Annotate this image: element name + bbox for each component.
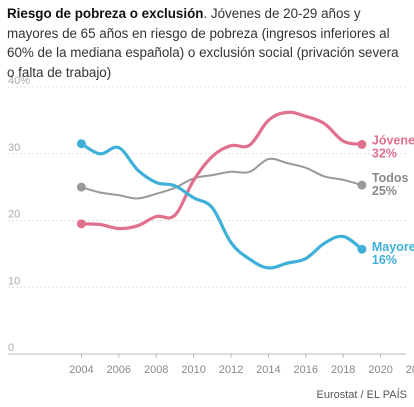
chart-header: Riesgo de pobreza o exclusión. Jóvenes d… (7, 4, 409, 82)
grid (8, 86, 406, 355)
source-credit: Eurostat / EL PAÍS (316, 389, 408, 401)
series-label-jovenes: Jóvenes (372, 133, 414, 147)
series-start-point-jovenes (76, 219, 86, 229)
x-tick-label: 2018 (331, 364, 355, 376)
x-tick-label: 2012 (219, 364, 243, 376)
series-label-mayores: Mayores (372, 240, 414, 254)
x-tick-label: 2010 (181, 364, 205, 376)
x-tick-label: 2022 (406, 364, 414, 376)
series-start-point-mayores (76, 139, 86, 149)
x-tick-label: 2014 (256, 364, 280, 376)
series-value-label-todos: 25% (372, 184, 397, 198)
x-tick-label: 2006 (107, 364, 131, 376)
x-tick-label: 2016 (294, 364, 318, 376)
y-tick-label: 10 (8, 275, 20, 287)
y-tick-label: 30 (8, 142, 20, 154)
series-line-mayores (79, 142, 364, 270)
series-end-point-todos (357, 180, 367, 190)
axis: 0 10 20 30 40% 2004 2006 2008 2010 2012 2014 2016 20… (8, 75, 414, 376)
title-separator: . (203, 6, 211, 21)
series-line-todos (80, 157, 363, 200)
series-value-label-jovenes: 32% (372, 146, 397, 160)
y-tick-label: 0 (8, 342, 14, 354)
x-tick-label: 2004 (69, 364, 93, 376)
y-tick-label: 40% (8, 75, 30, 87)
chart-subtitle: Jóvenes de 20-29 años y mayores de 65 añ… (7, 6, 399, 80)
series-label-todos: Todos (372, 171, 409, 185)
chart-title: Riesgo de pobreza o exclusión (7, 6, 204, 21)
x-tick-label: 2020 (368, 364, 392, 376)
series-end-point-jovenes (357, 139, 367, 149)
series-lines (76, 110, 367, 270)
series-value-label-mayores: 16% (372, 253, 397, 267)
series-end-point-mayores (357, 244, 367, 254)
x-tick-label: 2008 (144, 364, 168, 376)
y-tick-label: 20 (8, 209, 20, 221)
series-start-point-todos (76, 182, 86, 192)
series-line-jovenes (79, 110, 364, 231)
